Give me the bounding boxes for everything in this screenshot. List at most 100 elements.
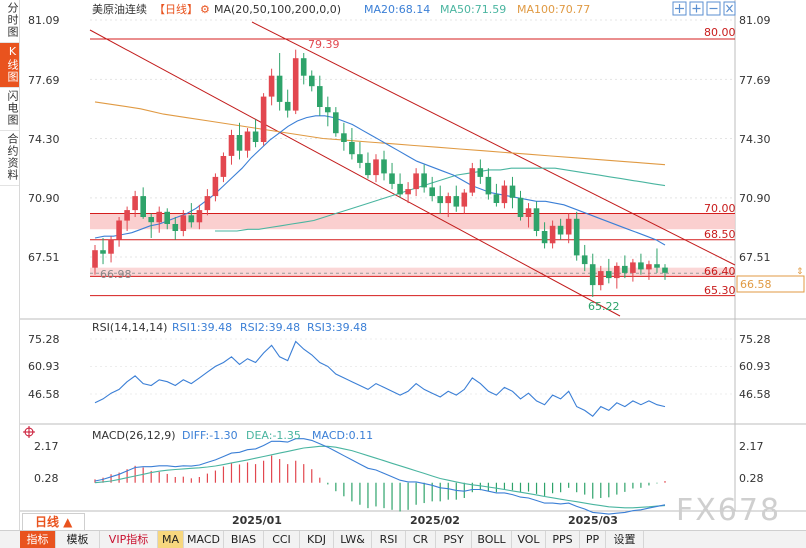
tab-vol[interactable]: VOL (512, 531, 546, 548)
tab-pp[interactable]: PP (580, 531, 606, 548)
channel-lower-line (89, 29, 621, 317)
candle-body (373, 159, 379, 176)
tab-cr[interactable]: CR (406, 531, 436, 548)
price-tick-left: 77.69 (28, 74, 60, 87)
macd-dea-line (94, 445, 666, 509)
rsi-tick-left: 60.93 (28, 360, 60, 373)
ma50-value: MA50:71.59 (440, 3, 506, 16)
candle-body (405, 189, 411, 195)
candle-body (614, 265, 620, 279)
tab-kdj[interactable]: KDJ (300, 531, 334, 548)
candlesticks (92, 49, 668, 297)
candle-body (381, 159, 387, 174)
price-tick-right: 77.69 (739, 74, 771, 87)
zoom-in-icon[interactable] (689, 1, 704, 16)
candle-body (349, 142, 355, 155)
tab-indicators[interactable]: 指标 (20, 531, 56, 548)
gear-icon[interactable]: ⚙ (200, 3, 210, 16)
candle-body (357, 154, 363, 163)
candle-body (573, 218, 580, 256)
period-label: 【日线】 (154, 2, 198, 16)
candle-body (212, 176, 219, 197)
candle-body (622, 265, 628, 273)
date-tick: 2025/03 (568, 514, 618, 527)
price-tick-left: 74.30 (28, 133, 60, 146)
candle-body (589, 264, 596, 286)
resistance-zone (90, 213, 735, 230)
rsi3-value: RSI3:39.48 (307, 321, 367, 334)
rsi-title: RSI(14,14,14) (92, 321, 167, 334)
price-tick-right: 67.51 (739, 251, 771, 264)
macd-tick-right: 0.28 (739, 472, 764, 485)
move-icon[interactable] (672, 1, 687, 16)
tab-timeshare[interactable]: 分时图 (0, 0, 19, 43)
candle-body (276, 75, 283, 102)
candle-body (397, 183, 403, 195)
candle-body (164, 211, 170, 224)
channel-upper-line (251, 21, 736, 266)
tab-kline[interactable]: K线图 (0, 43, 19, 88)
candle-body (662, 267, 668, 273)
period-selector[interactable]: 日线 ▲ (22, 513, 86, 531)
candle-body (413, 173, 419, 190)
tab-psy[interactable]: PSY (436, 531, 472, 548)
candle-body (140, 196, 146, 217)
rsi-tick-right: 46.58 (739, 388, 771, 401)
chart-canvas[interactable]: 美原油连续 【日线】 ⚙ MA(20,50,100,200,0,0) MA20:… (0, 0, 806, 530)
indicator-toolbar: 指标 模板 VIP指标 MA MACD BIAS CCI KDJ LW& RSI… (0, 530, 806, 548)
current-price: 66.58 (740, 278, 772, 291)
tab-settings[interactable]: 设置 (606, 531, 644, 548)
date-tick: 2025/02 (410, 514, 460, 527)
macd-dea-value: DEA:-1.35 (246, 429, 301, 442)
candle-body (429, 187, 435, 197)
candle-body (461, 192, 468, 207)
tab-macd[interactable]: MACD (184, 531, 224, 548)
candle-body (389, 173, 395, 184)
price-tick-right: 70.90 (739, 192, 771, 205)
tab-cci[interactable]: CCI (264, 531, 300, 548)
candle-body (469, 168, 476, 193)
candle-body (156, 211, 162, 223)
candle-body (292, 58, 299, 111)
ma50-line (215, 167, 666, 232)
tab-bias[interactable]: BIAS (224, 531, 264, 548)
tab-ma[interactable]: MA (158, 531, 184, 548)
macd-tick-left: 2.17 (34, 440, 59, 453)
candle-body (630, 262, 636, 273)
candle-body (196, 210, 203, 223)
tab-contract-info[interactable]: 合约资料 (0, 131, 19, 186)
candle-body (116, 220, 122, 240)
candle-body (453, 196, 460, 207)
candle-body (445, 196, 451, 204)
tab-flash[interactable]: 闪电图 (0, 88, 19, 131)
candle-body (100, 250, 106, 254)
ma20-line (94, 115, 666, 246)
level-label: 80.00 (704, 26, 736, 39)
ma100-line (94, 101, 666, 166)
candle-body (188, 215, 195, 223)
macd-tick-right: 2.17 (739, 440, 764, 453)
crosshair-icon[interactable] (23, 426, 35, 438)
tab-lw[interactable]: LW& (334, 531, 372, 548)
resistance-zones (90, 213, 735, 277)
candle-body (300, 58, 307, 76)
tab-pps[interactable]: PPS (546, 531, 580, 548)
tab-vip-indicators[interactable]: VIP指标 (100, 531, 158, 548)
candle-body (228, 135, 235, 156)
zoom-out-icon[interactable] (706, 1, 721, 16)
tab-boll[interactable]: BOLL (472, 531, 512, 548)
candle-body (325, 107, 331, 113)
candle-body (148, 217, 154, 223)
candle-body (598, 271, 604, 286)
macd-panel (94, 438, 666, 515)
close-icon[interactable] (723, 1, 736, 16)
tab-template[interactable]: 模板 (56, 531, 100, 548)
ma20-value: MA20:68.14 (364, 3, 430, 16)
candle-body (437, 196, 443, 204)
ma100-value: MA100:70.77 (517, 3, 590, 16)
candle-body (654, 264, 660, 268)
price-tick-right: 74.30 (739, 133, 771, 146)
tab-rsi[interactable]: RSI (372, 531, 406, 548)
candle-body (557, 225, 564, 235)
macd-diff-line (94, 438, 666, 515)
